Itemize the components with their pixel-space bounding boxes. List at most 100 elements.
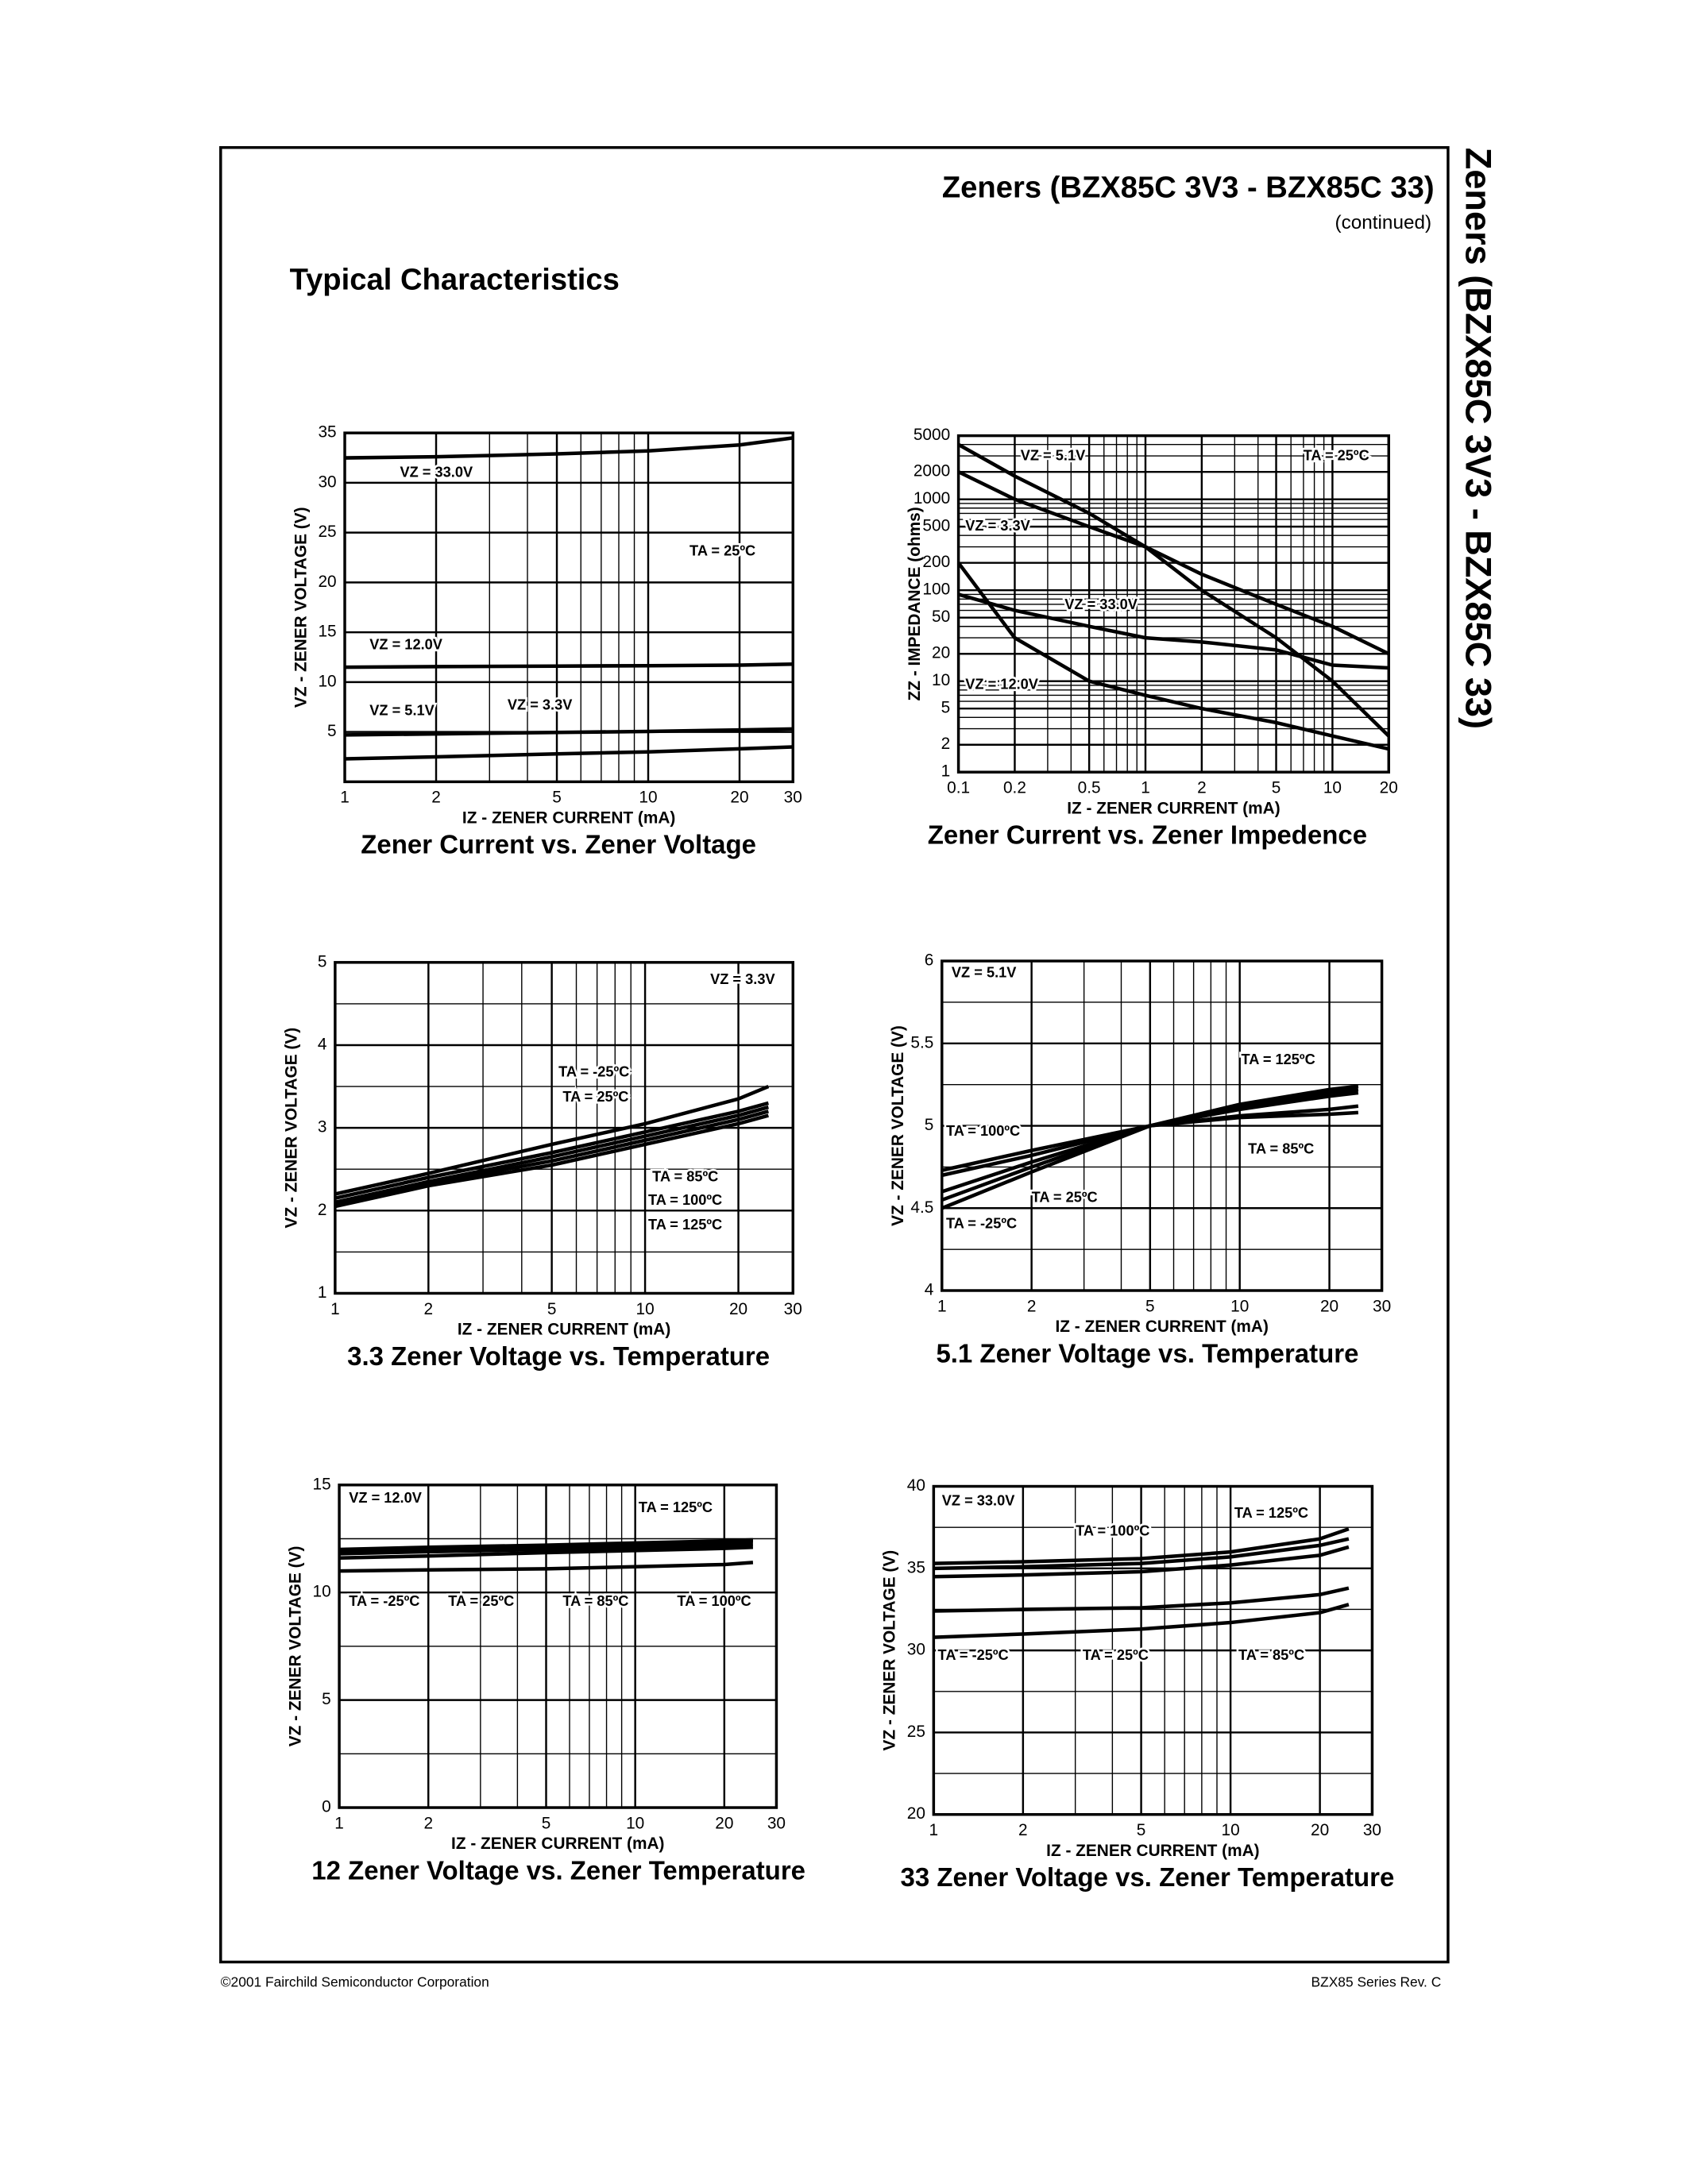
x-tick-label: 30 bbox=[767, 1814, 786, 1832]
x-tick-label: 10 bbox=[1323, 779, 1342, 797]
x-axis-label: IZ - ZENER CURRENT (mA) bbox=[1067, 799, 1280, 817]
y-tick-label: 500 bbox=[922, 517, 950, 535]
series-label: TA = -25ºC bbox=[946, 1215, 1017, 1231]
annotation: VZ = 3.3V bbox=[710, 971, 775, 987]
series-line bbox=[339, 1561, 754, 1573]
x-axis-label: IZ - ZENER CURRENT (mA) bbox=[1055, 1318, 1268, 1336]
annotation: VZ = 12.0V bbox=[349, 1490, 423, 1506]
x-tick-label: 30 bbox=[784, 789, 802, 807]
y-tick-label: 0 bbox=[322, 1798, 331, 1816]
y-tick-label: 40 bbox=[907, 1476, 925, 1495]
y-axis-label: VZ - ZENER VOLTAGE (V) bbox=[286, 1546, 304, 1747]
y-tick-label: 20 bbox=[932, 644, 950, 662]
series-line bbox=[941, 1084, 1359, 1210]
x-tick-label: 1 bbox=[937, 1297, 947, 1315]
x-tick-label: 30 bbox=[784, 1300, 802, 1318]
y-tick-label: 3 bbox=[318, 1118, 327, 1136]
series-label: TA = 25ºC bbox=[448, 1593, 514, 1609]
x-tick-label: 1 bbox=[330, 1300, 340, 1318]
series-label: TA = -25ºC bbox=[558, 1064, 629, 1080]
footer-right: BZX85 Series Rev. C bbox=[1311, 1974, 1442, 1990]
y-tick-label: 4.5 bbox=[910, 1198, 933, 1217]
series-line bbox=[334, 1113, 769, 1209]
x-tick-label: 5 bbox=[1137, 1821, 1146, 1839]
series-label: VZ = 33.0V bbox=[400, 464, 473, 480]
x-axis-label: IZ - ZENER CURRENT (mA) bbox=[451, 1835, 664, 1853]
series-line bbox=[941, 1110, 1359, 1172]
y-tick-label: 1 bbox=[941, 762, 951, 781]
x-tick-label: 20 bbox=[715, 1814, 733, 1832]
x-tick-label: 1 bbox=[1141, 779, 1150, 797]
y-tick-label: 20 bbox=[318, 573, 336, 591]
x-tick-label: 2 bbox=[1027, 1297, 1037, 1315]
x-tick-label: 2 bbox=[423, 1814, 433, 1832]
y-axis-label: VZ - ZENER VOLTAGE (V) bbox=[889, 1025, 907, 1226]
series-line bbox=[941, 1090, 1359, 1194]
series-label: TA = 100ºC bbox=[677, 1593, 751, 1609]
series-label: TA = 25ºC bbox=[562, 1089, 628, 1105]
series-line bbox=[957, 592, 1389, 670]
series-line bbox=[957, 442, 1390, 656]
y-tick-label: 5.5 bbox=[910, 1033, 933, 1051]
series-line bbox=[339, 1545, 754, 1561]
series-label: VZ = 3.3V bbox=[965, 518, 1030, 534]
section-title: Typical Characteristics bbox=[290, 263, 620, 297]
x-tick-label: 10 bbox=[1230, 1297, 1249, 1315]
y-tick-label: 20 bbox=[907, 1804, 925, 1823]
series-line bbox=[334, 1109, 769, 1206]
x-tick-label: 10 bbox=[626, 1814, 644, 1832]
series-label: TA = 25ºC bbox=[1032, 1189, 1098, 1205]
chart-caption: 5.1 Zener Voltage vs. Temperature bbox=[936, 1338, 1358, 1368]
y-tick-label: 10 bbox=[932, 671, 950, 689]
x-tick-label: 1 bbox=[929, 1821, 939, 1839]
series-label: TA = 85ºC bbox=[562, 1593, 628, 1609]
x-axis-label: IZ - ZENER CURRENT (mA) bbox=[458, 1321, 670, 1339]
y-tick-label: 5000 bbox=[914, 426, 950, 444]
plot-frame bbox=[338, 1484, 778, 1809]
page-frame bbox=[219, 146, 1450, 1964]
plot-frame bbox=[956, 434, 1390, 774]
y-tick-label: 15 bbox=[318, 623, 336, 641]
x-tick-label: 2 bbox=[431, 789, 441, 807]
x-axis-label: IZ - ZENER CURRENT (mA) bbox=[462, 808, 675, 827]
y-tick-label: 100 bbox=[922, 581, 950, 599]
x-tick-label: 20 bbox=[729, 1300, 747, 1318]
chart-caption: Zener Current vs. Zener Voltage bbox=[361, 830, 756, 859]
series-line bbox=[345, 662, 794, 669]
y-tick-label: 5 bbox=[318, 952, 327, 970]
chart-caption: 12 Zener Voltage vs. Zener Temperature bbox=[311, 1855, 805, 1885]
series-label: VZ = 12.0V bbox=[965, 677, 1039, 693]
y-tick-label: 2 bbox=[941, 735, 951, 753]
y-tick-label: 4 bbox=[925, 1281, 934, 1299]
series-line bbox=[956, 561, 1389, 751]
x-tick-label: 5 bbox=[1272, 779, 1281, 797]
y-tick-label: 4 bbox=[318, 1035, 327, 1053]
x-tick-label: 5 bbox=[1145, 1297, 1155, 1315]
series-label: TA = 25ºC bbox=[1083, 1647, 1149, 1663]
x-tick-label: 20 bbox=[1320, 1297, 1338, 1315]
x-tick-label: 5 bbox=[547, 1300, 557, 1318]
series-label: VZ = 5.1V bbox=[1021, 447, 1086, 463]
y-tick-label: 50 bbox=[932, 608, 950, 626]
y-tick-label: 200 bbox=[922, 553, 950, 571]
x-tick-label: 10 bbox=[1222, 1821, 1240, 1839]
plot-frame bbox=[334, 961, 794, 1295]
series-line bbox=[957, 470, 1390, 738]
y-tick-label: 10 bbox=[312, 1583, 330, 1601]
series-label: VZ = 33.0V bbox=[1064, 596, 1138, 612]
x-tick-label: 0.1 bbox=[947, 779, 970, 797]
y-tick-label: 1 bbox=[318, 1283, 327, 1302]
x-tick-label: 2 bbox=[424, 1300, 434, 1318]
x-tick-label: 1 bbox=[334, 1814, 344, 1832]
x-tick-label: 30 bbox=[1373, 1297, 1391, 1315]
x-tick-label: 30 bbox=[1363, 1821, 1381, 1839]
y-tick-label: 30 bbox=[318, 473, 336, 491]
series-label: VZ = 5.1V bbox=[369, 703, 435, 719]
y-axis-label: ZZ - IMPEDANCE (ohms) bbox=[906, 507, 924, 700]
series-label: TA = -25ºC bbox=[349, 1593, 419, 1609]
y-tick-label: 5 bbox=[925, 1116, 934, 1134]
plot-frame bbox=[932, 1484, 1374, 1816]
series-label: TA = 85ºC bbox=[652, 1168, 718, 1184]
y-tick-label: 35 bbox=[907, 1558, 925, 1576]
annotation: VZ = 33.0V bbox=[942, 1492, 1016, 1508]
